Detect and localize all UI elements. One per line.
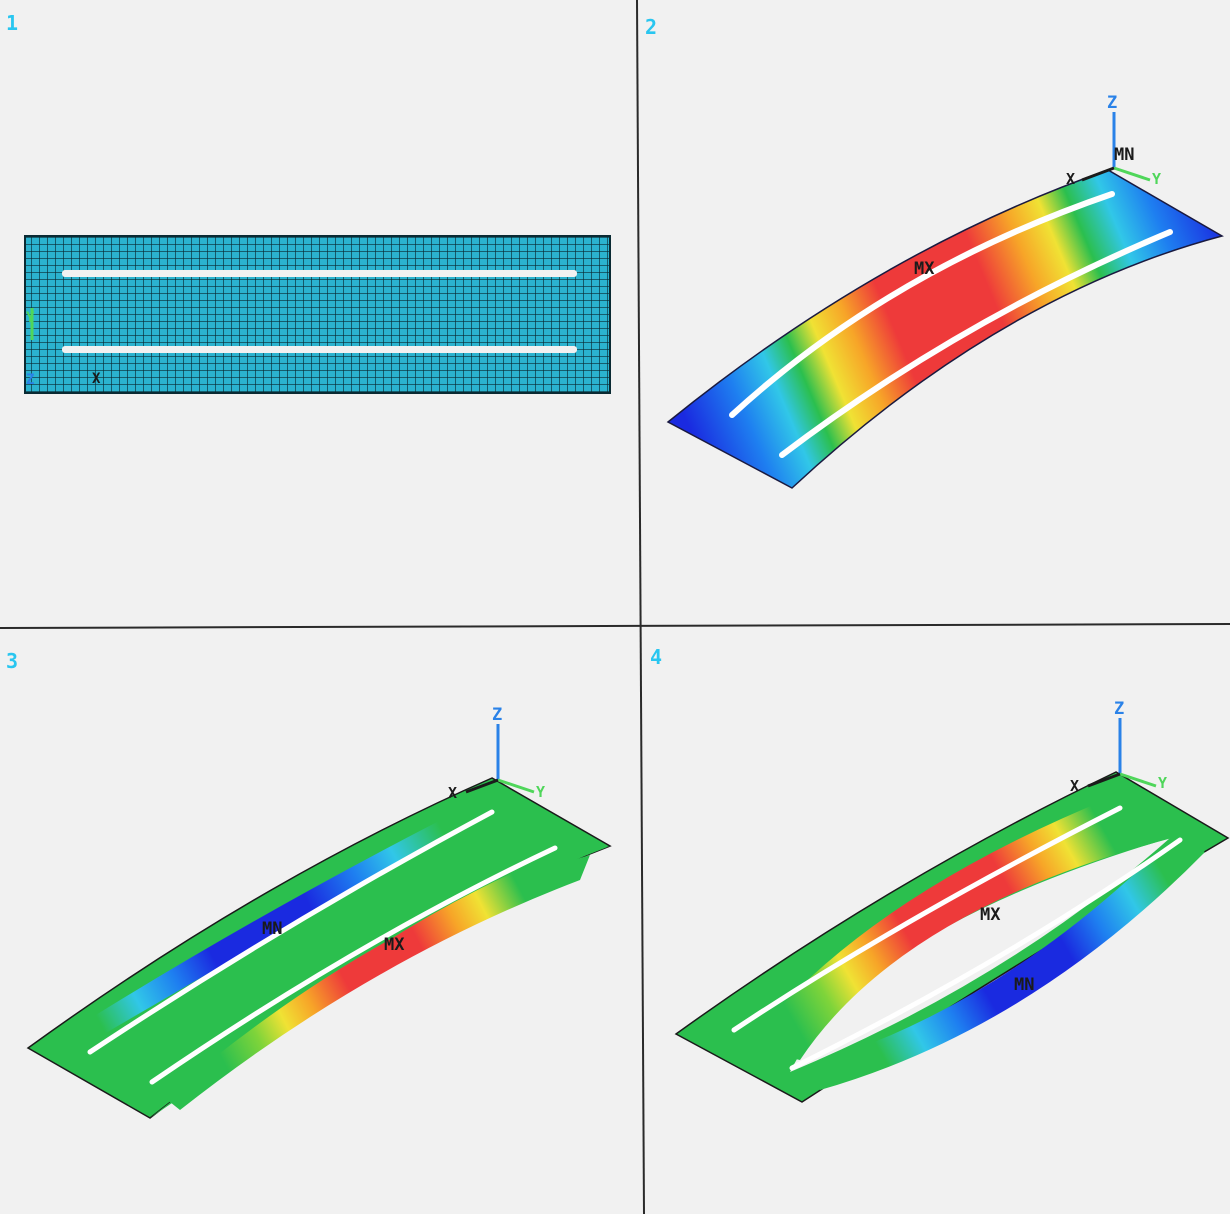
y-axis-label: Y [26, 310, 35, 326]
lower-strip-band [165, 855, 590, 1110]
deformed-plate [666, 169, 1224, 489]
triad: Y Z X [26, 308, 101, 388]
panel-1: 1 Y Z X [6, 11, 611, 394]
x-axis-line [1081, 166, 1115, 182]
max-label: MX [914, 259, 935, 279]
y-axis-line [497, 778, 535, 794]
triad: Z Y X [1066, 93, 1161, 188]
plate-slot [729, 191, 1115, 418]
y-axis-line [1113, 166, 1151, 182]
x-axis-label: X [1066, 170, 1075, 188]
x-axis-line [465, 778, 499, 794]
panel-4: 4 Z Y X MX MN [650, 645, 1230, 1103]
x-axis-label: X [1070, 777, 1079, 795]
panel-3: 3 Z Y X MN MX [6, 649, 612, 1119]
z-axis-label: Z [1107, 93, 1117, 113]
z-axis-label: Z [492, 705, 502, 725]
z-axis-label: Z [1114, 699, 1124, 719]
max-label: MX [384, 935, 405, 955]
plate-slot [789, 837, 1183, 1071]
y-axis-line [1119, 772, 1157, 788]
panel-number: 1 [6, 11, 18, 35]
mesh-plate [24, 235, 611, 394]
max-label: MX [980, 905, 1001, 925]
plate-opening [790, 838, 1170, 1072]
z-axis-label: Z [26, 372, 34, 388]
triad: Z Y X [448, 705, 545, 802]
plate-slot [731, 805, 1123, 1033]
panel-2: 2 Z Y X MN MX [645, 15, 1224, 489]
upper-strip-band [40, 790, 515, 1060]
min-label: MN [262, 919, 282, 939]
x-axis-label: X [92, 371, 101, 387]
panel-number: 4 [650, 645, 662, 669]
min-label: MN [1114, 145, 1134, 165]
upper-arch [745, 798, 1172, 1060]
deformed-plate [26, 777, 612, 1119]
x-axis-line [1087, 772, 1121, 788]
min-label: MN [1014, 975, 1034, 995]
y-axis-label: Y [1158, 774, 1167, 792]
panel-number: 2 [645, 15, 657, 39]
y-axis-label: Y [1152, 170, 1161, 188]
y-axis-label: Y [536, 783, 545, 801]
triad: Z Y X [1070, 699, 1167, 795]
plate-slot [149, 845, 558, 1085]
mesh-slot [62, 346, 577, 353]
lower-sag [800, 838, 1205, 1090]
x-axis-label: X [448, 784, 457, 802]
horizontal-divider [0, 623, 1230, 629]
panel-number: 3 [6, 649, 18, 673]
plate-slot [779, 229, 1173, 458]
mesh-slot [62, 270, 577, 277]
vertical-divider [636, 0, 645, 1214]
plate-slot [87, 809, 495, 1055]
